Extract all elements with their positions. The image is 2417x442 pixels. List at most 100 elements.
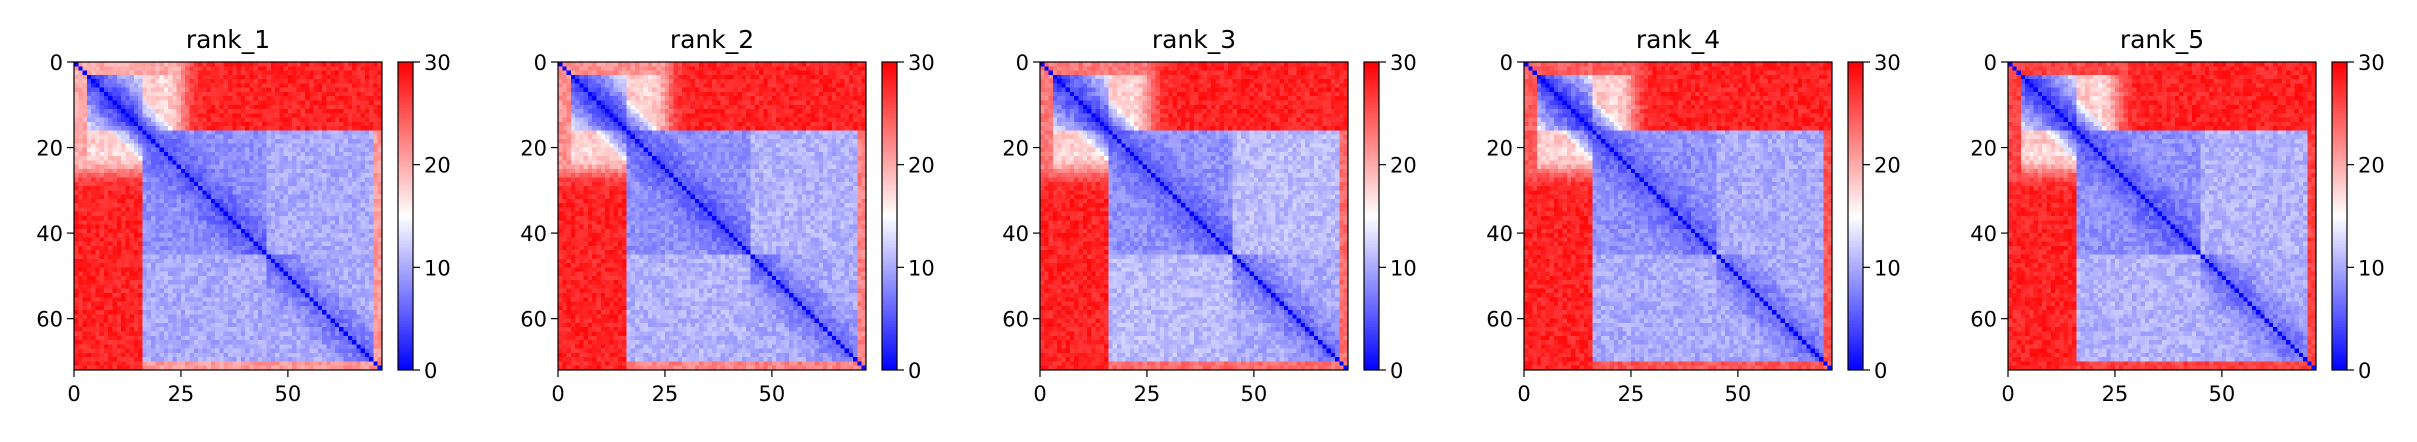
heatmap-cell — [271, 323, 276, 328]
heatmap-cell — [160, 207, 165, 212]
heatmap-cell — [232, 263, 237, 268]
heatmap-cell — [194, 88, 199, 93]
heatmap-cell — [151, 96, 156, 101]
heatmap-cell — [224, 220, 229, 225]
heatmap-cell — [301, 332, 306, 337]
heatmap-cell — [160, 195, 165, 200]
heatmap-cell — [292, 92, 297, 97]
heatmap-cell — [292, 353, 297, 358]
heatmap-cell — [245, 165, 250, 170]
heatmap-cell — [271, 169, 276, 174]
heatmap-cell — [219, 109, 224, 114]
heatmap-cell — [348, 190, 353, 195]
heatmap-cell — [104, 139, 109, 144]
heatmap-cell — [125, 302, 130, 307]
heatmap-cell — [344, 186, 349, 191]
heatmap-cell — [305, 284, 310, 289]
heatmap-cell — [215, 344, 220, 349]
heatmap-cell — [339, 203, 344, 208]
heatmap-cell — [211, 66, 216, 71]
heatmap-cell — [271, 152, 276, 157]
heatmap-cell — [113, 62, 118, 67]
heatmap-cell — [134, 212, 139, 217]
heatmap-cell — [151, 178, 156, 183]
heatmap-cell — [361, 250, 366, 255]
heatmap-cell — [322, 302, 327, 307]
heatmap-cell — [331, 246, 336, 251]
heatmap-cell — [339, 267, 344, 272]
heatmap-cell — [142, 71, 147, 76]
heatmap-cell — [267, 101, 272, 106]
heatmap-cell — [164, 207, 169, 212]
heatmap-cell — [83, 263, 88, 268]
heatmap-cell — [100, 96, 105, 101]
heatmap-cell — [288, 113, 293, 118]
heatmap-cell — [185, 314, 190, 319]
heatmap-cell — [369, 242, 374, 247]
heatmap-cell — [198, 220, 203, 225]
heatmap-cell — [87, 327, 92, 332]
heatmap-cell — [168, 250, 173, 255]
heatmap-cell — [74, 96, 79, 101]
heatmap-cell — [348, 186, 353, 191]
heatmap-cell — [258, 332, 263, 337]
heatmap-cell — [309, 109, 314, 114]
heatmap-cell — [95, 109, 100, 114]
heatmap-cell — [215, 255, 220, 260]
heatmap-cell — [365, 105, 370, 110]
heatmap-cell — [318, 284, 323, 289]
heatmap-cell — [113, 190, 118, 195]
heatmap-cell — [296, 302, 301, 307]
heatmap-cell — [275, 207, 280, 212]
heatmap-cell — [232, 349, 237, 354]
heatmap-cell — [369, 182, 374, 187]
heatmap-cell — [288, 126, 293, 131]
heatmap-cell — [254, 62, 259, 67]
heatmap-cell — [262, 130, 267, 135]
heatmap-cell — [164, 293, 169, 298]
heatmap-cell — [322, 255, 327, 260]
heatmap-cell — [224, 302, 229, 307]
heatmap-cell — [245, 280, 250, 285]
heatmap-cell — [254, 280, 259, 285]
heatmap-cell — [284, 293, 289, 298]
heatmap-cell — [318, 182, 323, 187]
heatmap-cell — [168, 71, 173, 76]
heatmap-cell — [296, 263, 301, 268]
heatmap-cell — [331, 259, 336, 264]
heatmap-cell — [224, 195, 229, 200]
heatmap-cell — [305, 357, 310, 362]
heatmap-cell — [155, 79, 160, 84]
heatmap-cell — [232, 143, 237, 148]
heatmap-cell — [232, 66, 237, 71]
heatmap-cell — [267, 139, 272, 144]
heatmap-cell — [232, 306, 237, 311]
heatmap-cell — [202, 66, 207, 71]
heatmap-cell — [160, 276, 165, 281]
heatmap-cell — [104, 353, 109, 358]
heatmap-cell — [322, 225, 327, 230]
heatmap-cell — [78, 190, 83, 195]
heatmap-cell — [151, 357, 156, 362]
heatmap-cell — [108, 96, 113, 101]
heatmap-cell — [130, 152, 135, 157]
heatmap-cell — [151, 143, 156, 148]
heatmap-cell — [279, 143, 284, 148]
heatmap-cell — [275, 79, 280, 84]
heatmap-cell — [275, 336, 280, 341]
heatmap-cell — [352, 109, 357, 114]
heatmap-cell — [83, 62, 88, 67]
heatmap-cell — [202, 250, 207, 255]
heatmap-cell — [211, 101, 216, 106]
heatmap-cell — [271, 186, 276, 191]
heatmap-cell — [296, 255, 301, 260]
heatmap-cell — [100, 229, 105, 234]
heatmap-cell — [305, 143, 310, 148]
heatmap-cell — [147, 207, 152, 212]
heatmap-cell — [207, 156, 212, 161]
heatmap-cell — [134, 289, 139, 294]
heatmap-cell — [305, 225, 310, 230]
heatmap-cell — [108, 255, 113, 260]
heatmap-cell — [168, 263, 173, 268]
heatmap-cell — [237, 344, 242, 349]
